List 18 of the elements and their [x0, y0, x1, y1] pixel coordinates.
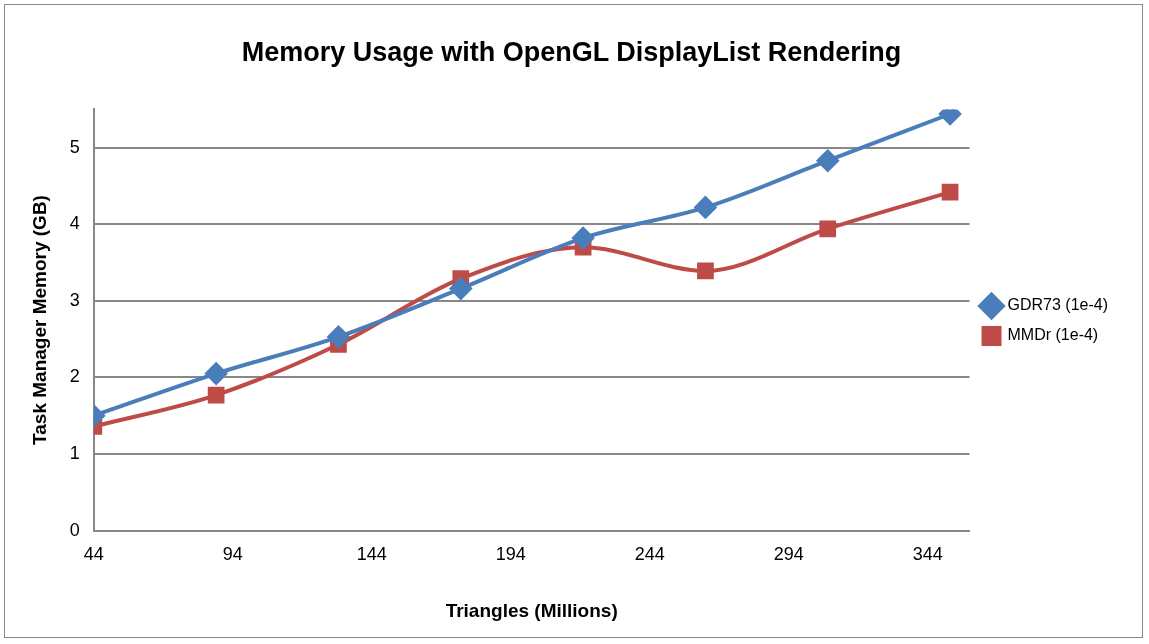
x-tick-label: 144	[356, 544, 387, 565]
y-axis-title: Task Manager Memory (GB)	[28, 195, 50, 445]
x-tick-label: 194	[495, 544, 526, 565]
x-tick-label: 344	[912, 544, 943, 565]
y-tick-label: 5	[69, 136, 80, 157]
legend-label: MMDr (1e-4)	[1007, 326, 1099, 344]
x-axis-title: Triangles (Millions)	[445, 599, 618, 621]
legend-label: GDR73 (1e-4)	[1007, 296, 1109, 314]
y-tick-label: 3	[69, 289, 80, 310]
y-tick-label: 4	[69, 213, 80, 234]
y-tick-label: 1	[69, 442, 80, 463]
x-tick-label: 94	[222, 544, 243, 565]
x-tick-label: 294	[773, 544, 804, 565]
x-tick-label: 244	[634, 544, 665, 565]
x-tick-label: 44	[83, 544, 104, 565]
y-tick-label: 0	[69, 519, 80, 540]
chart-title: Memory Usage with OpenGL DisplayList Rendering	[241, 36, 902, 67]
y-tick-label: 2	[69, 366, 80, 387]
